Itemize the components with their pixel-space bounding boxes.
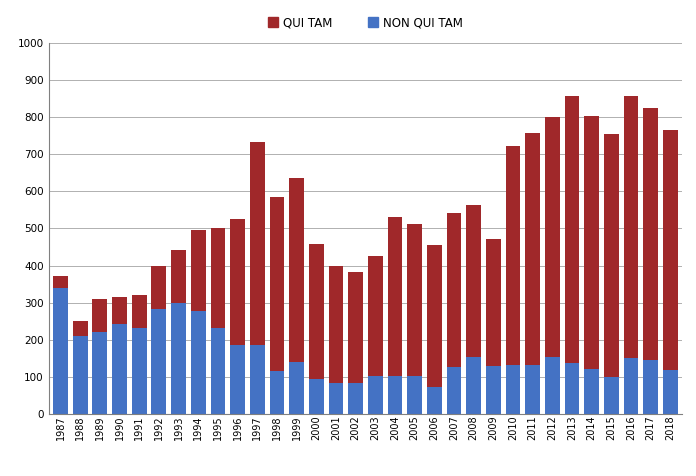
Bar bbox=[73, 336, 88, 414]
Bar bbox=[152, 266, 166, 309]
Bar bbox=[407, 224, 422, 376]
Bar bbox=[466, 357, 481, 414]
Bar bbox=[289, 362, 304, 414]
Bar bbox=[53, 276, 68, 288]
Bar bbox=[132, 295, 147, 327]
Bar bbox=[564, 96, 579, 363]
Bar bbox=[250, 346, 264, 414]
Bar bbox=[269, 197, 284, 371]
Bar bbox=[112, 324, 127, 414]
Bar bbox=[388, 376, 402, 414]
Bar bbox=[289, 178, 304, 362]
Bar bbox=[427, 387, 442, 414]
Bar bbox=[348, 272, 363, 383]
Bar bbox=[329, 383, 343, 414]
Bar bbox=[348, 383, 363, 414]
Bar bbox=[643, 108, 658, 360]
Bar bbox=[584, 116, 599, 369]
Bar bbox=[152, 309, 166, 414]
Bar bbox=[427, 245, 442, 387]
Bar bbox=[388, 218, 402, 376]
Bar bbox=[486, 239, 500, 366]
Bar bbox=[663, 130, 678, 369]
Bar bbox=[663, 369, 678, 414]
Bar bbox=[210, 228, 226, 328]
Bar bbox=[545, 117, 560, 357]
Bar bbox=[486, 366, 500, 414]
Bar bbox=[447, 367, 461, 414]
Bar bbox=[191, 311, 205, 414]
Bar bbox=[250, 142, 264, 346]
Bar bbox=[230, 219, 245, 346]
Bar bbox=[466, 206, 481, 357]
Bar bbox=[545, 357, 560, 414]
Bar bbox=[132, 327, 147, 414]
Bar bbox=[584, 369, 599, 414]
Bar bbox=[93, 299, 107, 332]
Bar bbox=[171, 249, 186, 303]
Bar bbox=[368, 256, 383, 376]
Legend: QUI TAM, NON QUI TAM: QUI TAM, NON QUI TAM bbox=[263, 11, 468, 34]
Bar bbox=[505, 146, 521, 366]
Bar bbox=[269, 371, 284, 414]
Bar bbox=[604, 134, 619, 377]
Bar bbox=[230, 346, 245, 414]
Bar bbox=[368, 376, 383, 414]
Bar bbox=[624, 96, 638, 358]
Bar bbox=[93, 332, 107, 414]
Bar bbox=[407, 376, 422, 414]
Bar bbox=[525, 133, 540, 366]
Bar bbox=[505, 366, 521, 414]
Bar bbox=[624, 358, 638, 414]
Bar bbox=[447, 213, 461, 367]
Bar bbox=[525, 366, 540, 414]
Bar bbox=[329, 266, 343, 383]
Bar bbox=[210, 328, 226, 414]
Bar bbox=[191, 230, 205, 311]
Bar bbox=[564, 363, 579, 414]
Bar bbox=[309, 379, 324, 414]
Bar bbox=[171, 303, 186, 414]
Bar bbox=[112, 297, 127, 324]
Bar bbox=[309, 245, 324, 379]
Bar bbox=[73, 321, 88, 336]
Bar bbox=[53, 288, 68, 414]
Bar bbox=[604, 377, 619, 414]
Bar bbox=[643, 360, 658, 414]
